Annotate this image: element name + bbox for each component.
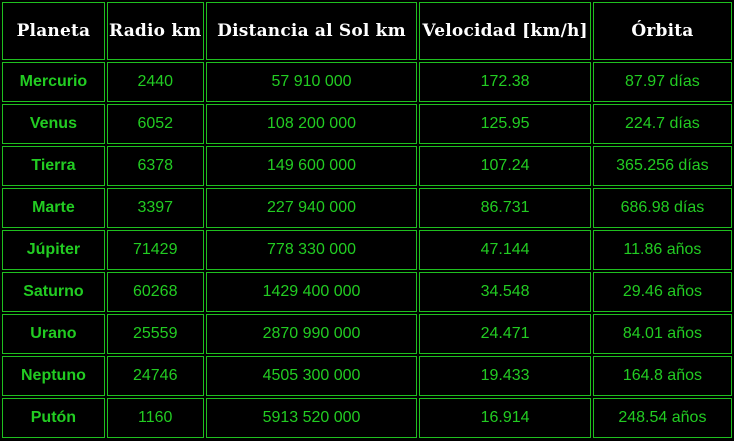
cell-distancia: 5913 520 000 xyxy=(205,398,418,438)
cell-planeta: Marte xyxy=(2,188,105,228)
cell-radio: 6378 xyxy=(106,146,204,186)
cell-orbita: 365.256 días xyxy=(592,146,732,186)
cell-orbita: 84.01 años xyxy=(592,314,732,354)
table-row: Venus 6052 108 200 000 125.95 224.7 días xyxy=(2,104,732,144)
cell-distancia: 227 940 000 xyxy=(205,188,418,228)
table-row: Marte 3397 227 940 000 86.731 686.98 día… xyxy=(2,188,732,228)
cell-distancia: 57 910 000 xyxy=(205,62,418,102)
header-planeta: Planeta xyxy=(2,2,105,60)
cell-radio: 3397 xyxy=(106,188,204,228)
header-radio: Radio km xyxy=(106,2,204,60)
cell-planeta: Venus xyxy=(2,104,105,144)
header-orbita: Órbita xyxy=(592,2,732,60)
cell-radio: 1160 xyxy=(106,398,204,438)
cell-orbita: 11.86 años xyxy=(592,230,732,270)
cell-distancia: 108 200 000 xyxy=(205,104,418,144)
table-row: Saturno 60268 1429 400 000 34.548 29.46 … xyxy=(2,272,732,312)
cell-radio: 6052 xyxy=(106,104,204,144)
cell-planeta: Tierra xyxy=(2,146,105,186)
header-row: Planeta Radio km Distancia al Sol km Vel… xyxy=(2,2,732,60)
cell-orbita: 29.46 años xyxy=(592,272,732,312)
cell-planeta: Mercurio xyxy=(2,62,105,102)
cell-velocidad: 107.24 xyxy=(419,146,591,186)
cell-velocidad: 47.144 xyxy=(419,230,591,270)
cell-distancia: 1429 400 000 xyxy=(205,272,418,312)
cell-planeta: Putón xyxy=(2,398,105,438)
cell-velocidad: 19.433 xyxy=(419,356,591,396)
cell-planeta: Urano xyxy=(2,314,105,354)
header-distancia: Distancia al Sol km xyxy=(205,2,418,60)
table-row: Putón 1160 5913 520 000 16.914 248.54 añ… xyxy=(2,398,732,438)
cell-velocidad: 125.95 xyxy=(419,104,591,144)
cell-radio: 60268 xyxy=(106,272,204,312)
cell-velocidad: 172.38 xyxy=(419,62,591,102)
cell-radio: 2440 xyxy=(106,62,204,102)
cell-radio: 71429 xyxy=(106,230,204,270)
cell-distancia: 149 600 000 xyxy=(205,146,418,186)
table-row: Neptuno 24746 4505 300 000 19.433 164.8 … xyxy=(2,356,732,396)
cell-planeta: Júpiter xyxy=(2,230,105,270)
cell-orbita: 248.54 años xyxy=(592,398,732,438)
table-row: Urano 25559 2870 990 000 24.471 84.01 añ… xyxy=(2,314,732,354)
cell-radio: 25559 xyxy=(106,314,204,354)
cell-radio: 24746 xyxy=(106,356,204,396)
cell-planeta: Neptuno xyxy=(2,356,105,396)
cell-distancia: 2870 990 000 xyxy=(205,314,418,354)
table-row: Mercurio 2440 57 910 000 172.38 87.97 dí… xyxy=(2,62,732,102)
header-velocidad: Velocidad [km/h] xyxy=(419,2,591,60)
cell-velocidad: 34.548 xyxy=(419,272,591,312)
cell-distancia: 778 330 000 xyxy=(205,230,418,270)
cell-planeta: Saturno xyxy=(2,272,105,312)
table-row: Tierra 6378 149 600 000 107.24 365.256 d… xyxy=(2,146,732,186)
cell-orbita: 87.97 días xyxy=(592,62,732,102)
cell-velocidad: 24.471 xyxy=(419,314,591,354)
cell-orbita: 686.98 días xyxy=(592,188,732,228)
cell-distancia: 4505 300 000 xyxy=(205,356,418,396)
cell-orbita: 224.7 días xyxy=(592,104,732,144)
cell-velocidad: 16.914 xyxy=(419,398,591,438)
cell-orbita: 164.8 años xyxy=(592,356,732,396)
table-row: Júpiter 71429 778 330 000 47.144 11.86 a… xyxy=(2,230,732,270)
cell-velocidad: 86.731 xyxy=(419,188,591,228)
